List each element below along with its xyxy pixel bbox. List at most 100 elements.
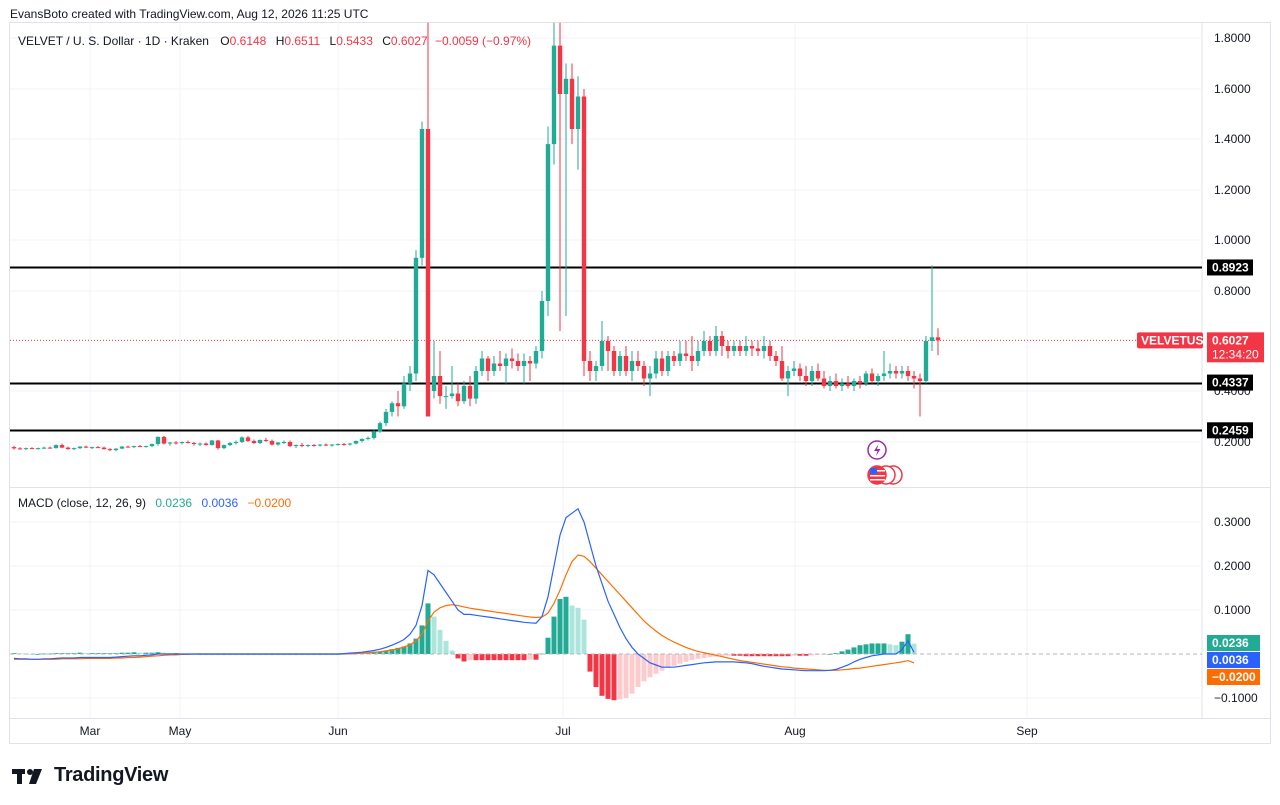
candle: [35, 447, 41, 450]
macd-histogram-bar: [761, 654, 767, 657]
macd-histogram-bar: [413, 638, 419, 654]
candle: [551, 22, 557, 165]
macd-histogram-bar: [137, 652, 143, 654]
candle: [419, 121, 425, 266]
candle-body: [875, 376, 881, 381]
candle-body: [773, 356, 779, 361]
macd-histogram-bar: [47, 653, 53, 655]
symbol-tag-text: VELVETUSD: [1141, 333, 1212, 347]
tradingview-logo[interactable]: TradingView: [12, 764, 168, 787]
candle: [545, 126, 551, 316]
macd-title[interactable]: MACD (close, 12, 26, 9): [18, 496, 147, 510]
candle-body: [311, 445, 317, 447]
macd-histogram-bar: [653, 654, 659, 674]
candle-body: [257, 439, 263, 444]
us-flag-icon[interactable]: [867, 465, 903, 485]
level-price-tag: [1207, 259, 1253, 276]
candle-body: [413, 257, 419, 374]
candle: [413, 250, 419, 381]
candle-body: [677, 353, 683, 361]
macd-legend: MACD (close, 12, 26, 9) 0.0236 0.0036 −0…: [18, 496, 291, 510]
chart-credit: EvansBoto created with TradingView.com, …: [10, 7, 369, 21]
macd-histogram-bar: [731, 654, 737, 656]
candle: [887, 363, 893, 379]
candle: [467, 376, 473, 407]
candle-body: [419, 129, 425, 258]
candle-body: [785, 371, 791, 379]
candle-body: [185, 442, 191, 444]
candle-body: [305, 445, 311, 447]
candle-body: [611, 351, 617, 371]
macd-histogram-bar: [635, 654, 641, 687]
candle: [923, 336, 929, 384]
candle-body: [77, 446, 83, 449]
candle: [863, 371, 869, 386]
candle: [215, 439, 221, 450]
time-tick-label: May: [169, 724, 192, 738]
macd-histogram-bar: [869, 643, 875, 654]
macd-hist-value: 0.0236: [155, 496, 193, 510]
candle: [641, 361, 647, 386]
candle: [221, 444, 227, 450]
candle-body: [665, 356, 671, 371]
macd-histogram-bar: [545, 637, 551, 654]
candle-body: [149, 444, 155, 447]
candle-body: [809, 371, 815, 381]
candle-body: [197, 443, 203, 445]
candle-body: [683, 353, 689, 356]
macd-histogram-bar: [605, 654, 611, 699]
candle-body: [635, 361, 641, 366]
candle: [695, 341, 701, 366]
candle: [845, 376, 851, 389]
candle-body: [101, 447, 107, 450]
candle-body: [647, 373, 653, 379]
candle: [473, 366, 479, 404]
candle: [161, 435, 167, 445]
macd-histogram-bar: [845, 649, 851, 654]
candle-body: [641, 366, 647, 379]
macd-histogram-bar: [599, 654, 605, 696]
candle-body: [401, 383, 407, 407]
candle-body: [899, 371, 905, 374]
candle: [23, 447, 29, 451]
macd-histogram-bar: [41, 653, 47, 655]
candle: [653, 351, 659, 379]
candle: [311, 444, 317, 447]
candle-body: [539, 301, 545, 351]
macd-histogram-bar: [611, 654, 617, 701]
macd-histogram-bar: [365, 652, 371, 654]
macd-histogram-bar: [665, 654, 671, 669]
price-tick-label: 0.2000: [1214, 435, 1251, 449]
macd-histogram-bar: [701, 654, 707, 658]
macd-histogram-bar: [797, 654, 803, 656]
candle-body: [797, 368, 803, 376]
candle: [491, 356, 497, 376]
candle-body: [239, 437, 245, 442]
candle: [275, 442, 281, 446]
candle: [917, 373, 923, 417]
candle: [707, 336, 713, 356]
macd-histogram-bar: [497, 654, 503, 661]
macd-histogram-bar: [905, 634, 911, 654]
candle: [239, 436, 245, 444]
candle-body: [173, 442, 179, 444]
close-label: C: [382, 34, 391, 48]
candle-body: [845, 383, 851, 386]
macd-histogram-bar: [551, 616, 557, 654]
candle-body: [569, 78, 575, 129]
candle: [869, 368, 875, 384]
candle: [461, 381, 467, 404]
candle: [503, 353, 509, 384]
macd-histogram-bar: [725, 654, 731, 656]
candle: [203, 442, 209, 446]
candle: [569, 63, 575, 145]
event-icons[interactable]: [867, 440, 903, 485]
candle-body: [521, 361, 527, 366]
symbol-title[interactable]: VELVET / U. S. Dollar · 1D · Kraken: [18, 34, 209, 48]
candle-body: [35, 448, 41, 450]
candle: [347, 443, 353, 446]
candle-body: [701, 341, 707, 351]
candle-body: [575, 96, 581, 129]
candle: [623, 346, 629, 376]
